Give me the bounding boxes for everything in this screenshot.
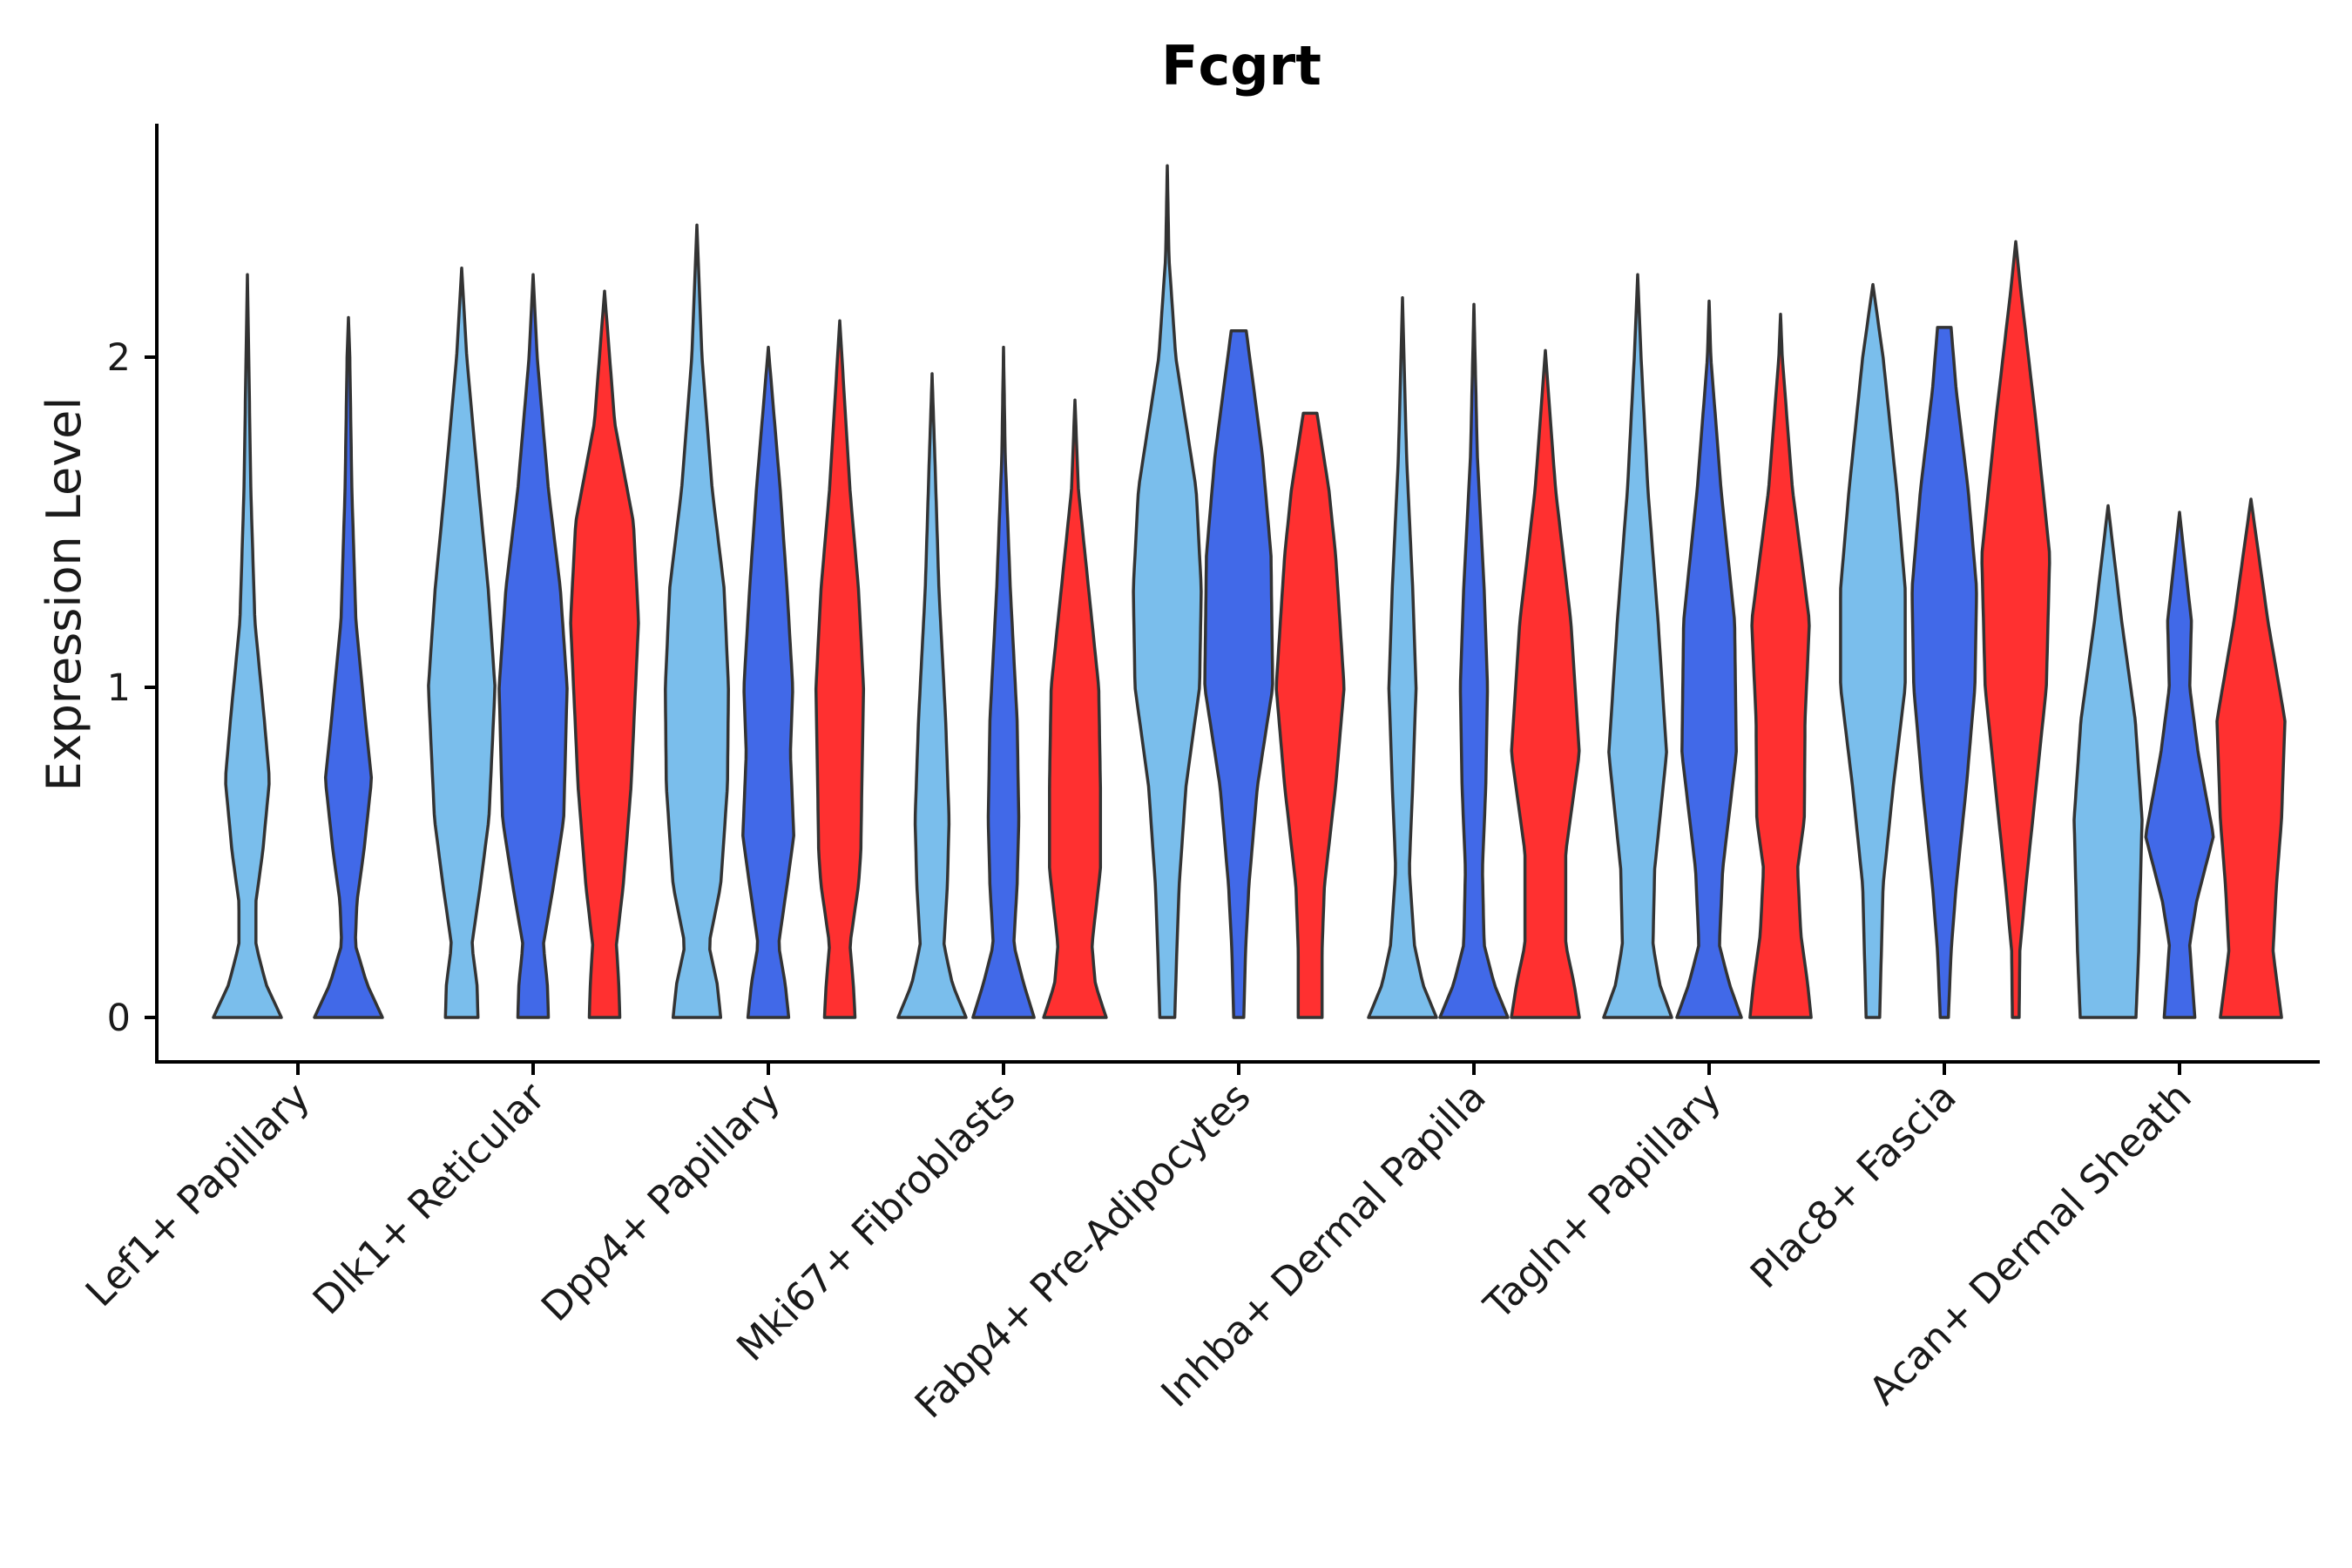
violin-4-2 xyxy=(971,345,1036,1019)
violin-4-3 xyxy=(1042,398,1108,1019)
violin-5-3 xyxy=(1274,411,1346,1019)
violin-6-2 xyxy=(1438,302,1510,1019)
violin-9-3 xyxy=(2215,497,2287,1019)
violin-2-2 xyxy=(497,273,569,1019)
y-tick-label: 0 xyxy=(107,997,131,1040)
violin-9-2 xyxy=(2144,510,2215,1019)
violin-5-1 xyxy=(1132,164,1203,1019)
violin-1-1 xyxy=(212,273,283,1019)
violin-8-1 xyxy=(1839,282,1907,1019)
x-category-label: Dpp4+ Papillary xyxy=(532,1073,789,1330)
violin-8-3 xyxy=(1980,240,2051,1019)
chart-title: Fcgrt xyxy=(1161,34,1321,98)
violin-3-3 xyxy=(814,319,866,1019)
violin-4-1 xyxy=(896,372,968,1019)
x-category-label: Tagln+ Papillary xyxy=(1475,1073,1730,1328)
violin-9-1 xyxy=(2072,504,2144,1019)
x-category-label: Dlk1+ Reticular xyxy=(304,1073,554,1323)
violin-3-1 xyxy=(664,223,730,1019)
x-category-label: Plac8+ Fascia xyxy=(1741,1073,1965,1297)
violin-6-3 xyxy=(1510,348,1581,1019)
violin-3-2 xyxy=(741,345,795,1019)
violin-7-3 xyxy=(1748,312,1813,1019)
violin-8-2 xyxy=(1910,326,1978,1019)
violin-6-1 xyxy=(1367,296,1438,1019)
violin-7-1 xyxy=(1602,273,1673,1019)
y-axis-label: Expression Level xyxy=(37,397,91,792)
violin-group xyxy=(212,164,2287,1019)
violin-2-3 xyxy=(569,289,640,1019)
x-category-label: Lef1+ Papillary xyxy=(77,1073,319,1315)
y-tick-label: 1 xyxy=(107,666,131,710)
y-tick-label: 2 xyxy=(107,336,131,380)
violin-2-1 xyxy=(427,266,497,1019)
violin-5-2 xyxy=(1203,328,1274,1019)
y-ticks: 0 1 2 xyxy=(107,336,157,1040)
violin-7-2 xyxy=(1675,299,1743,1019)
violin-1-2 xyxy=(313,315,384,1019)
